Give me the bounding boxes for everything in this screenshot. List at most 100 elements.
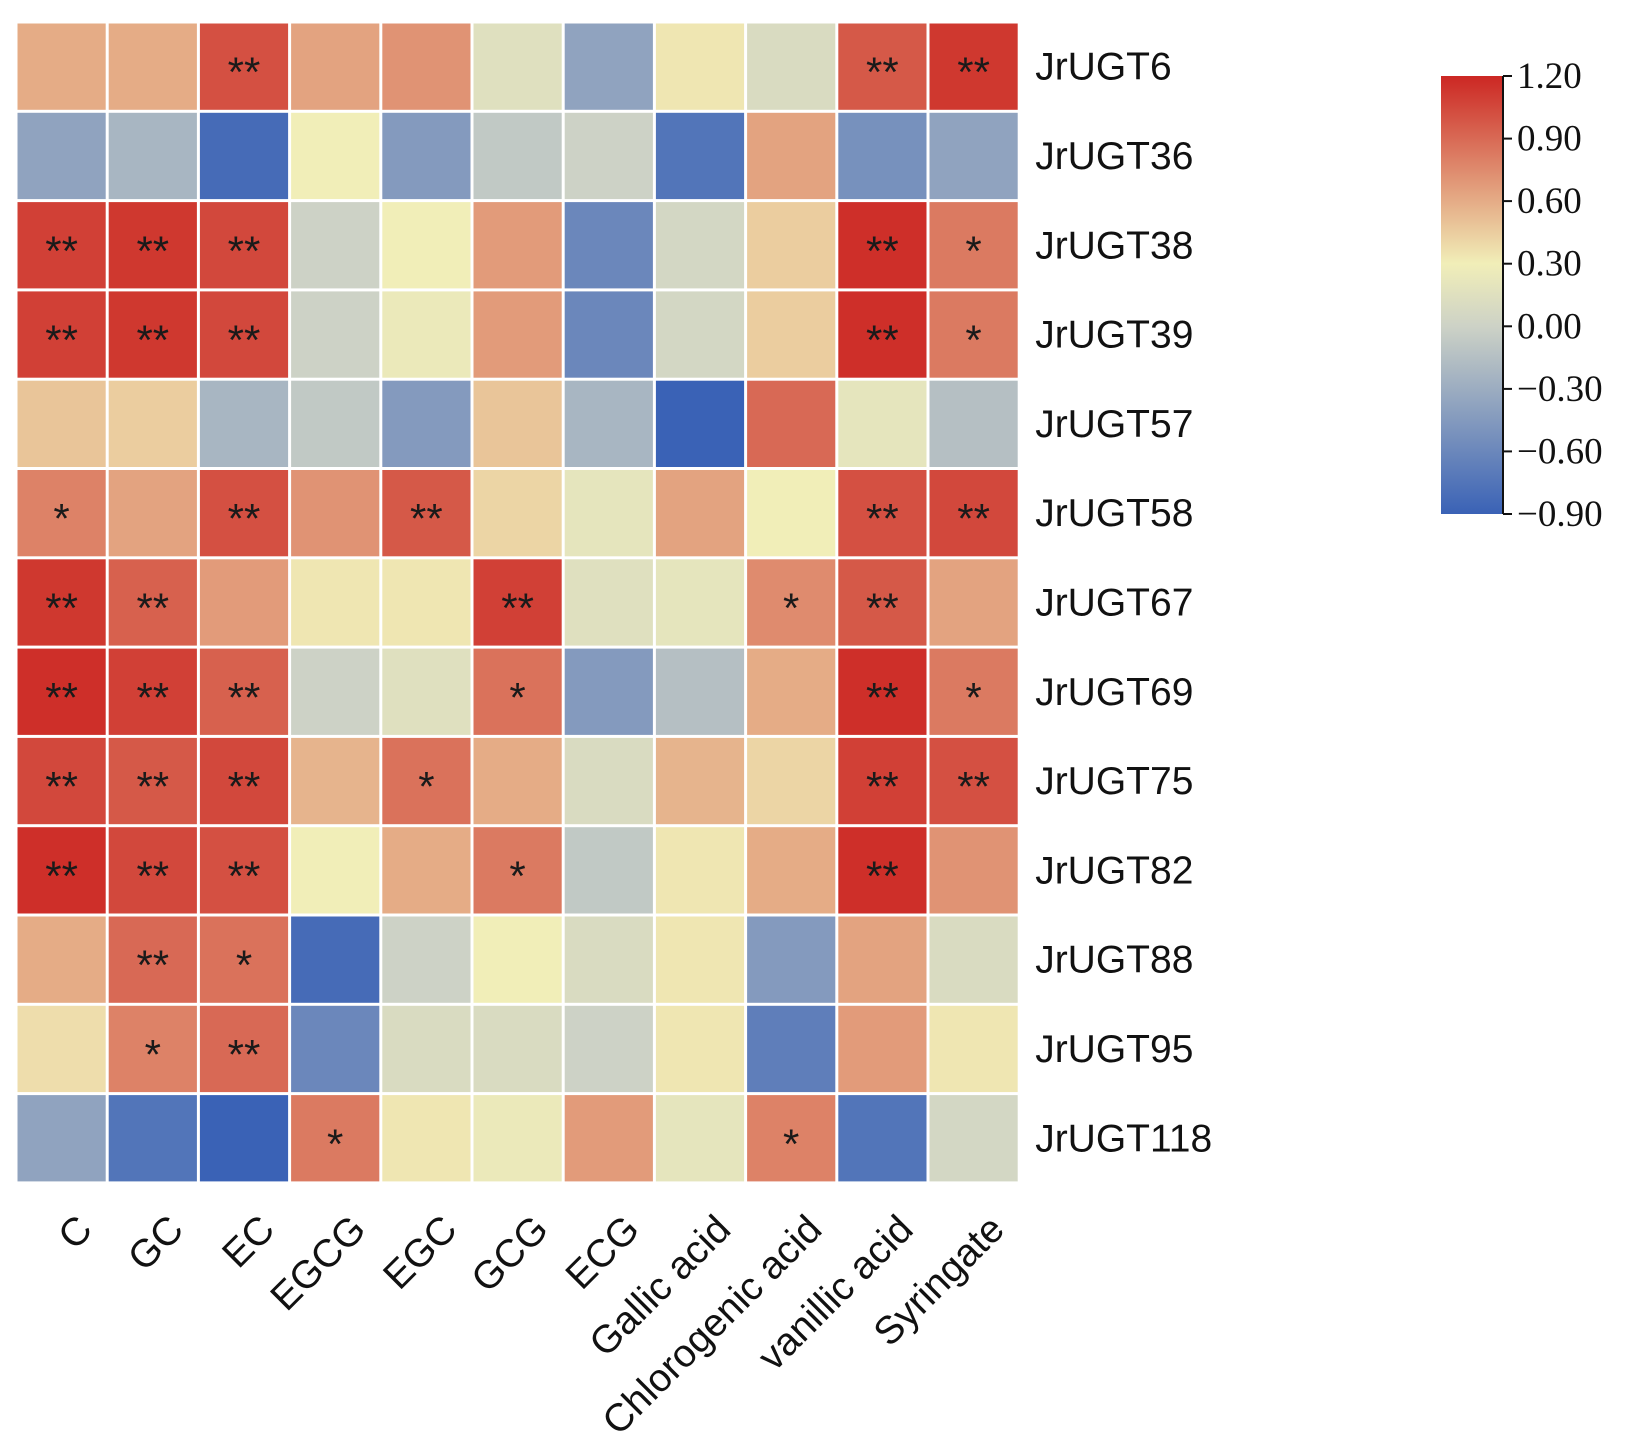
cell-jrugt57-gc: [108, 380, 197, 467]
significance-jrugt95-gc: *: [145, 1031, 161, 1078]
cell-jrugt118-egcg: [291, 1095, 380, 1182]
significance-jrugt69-ec: **: [228, 674, 261, 721]
significance-jrugt82-gcg: *: [509, 852, 525, 899]
row-label-jrugt6: JrUGT6: [1035, 46, 1172, 89]
significance-jrugt67-c: **: [45, 584, 78, 631]
cell-jrugt67-egc: [382, 559, 471, 646]
cell-jrugt67-gc: [108, 559, 197, 646]
cell-jrugt36-egc: [382, 112, 471, 200]
colorbar-tick-label-2: 0.60: [1517, 181, 1582, 222]
significance-jrugt118-egcg: *: [327, 1120, 343, 1167]
cell-jrugt75-gallic-acid: [655, 737, 745, 825]
cell-jrugt57-chlorogenic-acid: [747, 380, 836, 467]
cell-jrugt67-gallic-acid: [655, 559, 745, 646]
colorbar-ticks: 1.20 0.90 0.60 0.30 0.00 −0.30 −0.60 −0.90: [1503, 56, 1603, 535]
cell-jrugt39-syringate: [929, 291, 1018, 378]
cell-jrugt82-vanillic-acid: [838, 827, 927, 914]
cell-jrugt118-ecg: [564, 1095, 653, 1182]
cell-jrugt118-c: [17, 1095, 106, 1182]
cell-jrugt38-vanillic-acid: [838, 202, 927, 289]
cell-jrugt95-gc: [108, 1005, 197, 1093]
cell-jrugt118-gallic-acid: [655, 1095, 745, 1182]
cell-jrugt57-syringate: [929, 380, 1018, 467]
cell-jrugt39-ecg: [564, 291, 653, 378]
cell-jrugt39-egc: [382, 291, 471, 378]
cell-jrugt95-syringate: [929, 1005, 1018, 1093]
cell-jrugt57-gallic-acid: [655, 380, 745, 467]
significance-jrugt39-gc: **: [136, 317, 169, 364]
significance-jrugt58-c: *: [53, 495, 69, 542]
significance-jrugt58-ec: **: [228, 495, 261, 542]
cell-jrugt95-gallic-acid: [655, 1005, 745, 1093]
cell-jrugt58-syringate: [929, 470, 1018, 557]
cell-jrugt36-egcg: [291, 112, 380, 200]
cell-jrugt6-egc: [382, 23, 471, 110]
colorbar: 1.20 0.90 0.60 0.30 0.00 −0.30 −0.60 −0.90: [1441, 56, 1603, 535]
cell-jrugt88-egcg: [291, 916, 380, 1003]
significance-jrugt75-egc: *: [418, 763, 434, 810]
significance-jrugt82-gc: **: [136, 852, 169, 899]
cell-jrugt69-vanillic-acid: [838, 648, 927, 735]
cell-jrugt36-syringate: [929, 112, 1018, 200]
row-label-jrugt88: JrUGT88: [1035, 939, 1193, 982]
cell-jrugt82-egcg: [291, 827, 380, 914]
cell-jrugt67-egcg: [291, 559, 380, 646]
cell-jrugt95-egc: [382, 1005, 471, 1093]
cell-jrugt38-gc: [108, 202, 197, 289]
cell-jrugt57-c: [17, 380, 106, 467]
cell-jrugt67-vanillic-acid: [838, 559, 927, 646]
significance-jrugt82-ec: **: [228, 852, 261, 899]
significance-markers: ** ** **** ** ** ** *** ** ** ** ** ** ** ** **** ** ** *…: [45, 49, 990, 1168]
cell-jrugt38-gcg: [473, 202, 562, 289]
cell-jrugt75-egcg: [291, 737, 380, 825]
cell-jrugt57-egcg: [291, 380, 380, 467]
cell-jrugt57-egc: [382, 380, 471, 467]
cell-jrugt88-syringate: [929, 916, 1018, 1003]
cell-jrugt88-ec: [199, 916, 289, 1003]
cell-jrugt36-gcg: [473, 112, 562, 200]
cell-jrugt88-egc: [382, 916, 471, 1003]
significance-jrugt38-syringate: *: [965, 227, 981, 274]
heatmap-cells: [17, 23, 1018, 1182]
row-label-jrugt36: JrUGT36: [1035, 135, 1193, 178]
cell-jrugt82-c: [17, 827, 106, 914]
cell-jrugt118-chlorogenic-acid: [747, 1095, 836, 1182]
significance-jrugt67-vanillic-acid: **: [866, 584, 899, 631]
significance-jrugt95-ec: **: [228, 1031, 261, 1078]
significance-jrugt39-ec: **: [228, 317, 261, 364]
significance-jrugt88-ec: *: [236, 942, 252, 989]
cell-jrugt36-c: [17, 112, 106, 200]
cell-jrugt95-ec: [199, 1005, 289, 1093]
cell-jrugt88-gcg: [473, 916, 562, 1003]
cell-jrugt95-c: [17, 1005, 106, 1093]
significance-jrugt6-ec: **: [228, 49, 261, 96]
cell-jrugt75-ec: [199, 737, 289, 825]
cell-jrugt39-gallic-acid: [655, 291, 745, 378]
cell-jrugt88-chlorogenic-acid: [747, 916, 836, 1003]
row-labels: JrUGT6 JrUGT36 JrUGT38 JrUGT39 JrUGT57 JrUGT5…: [1035, 46, 1212, 1161]
significance-jrugt58-syringate: **: [957, 495, 990, 542]
significance-jrugt75-c: **: [45, 763, 78, 810]
cell-jrugt57-ec: [199, 380, 289, 467]
cell-jrugt6-syringate: [929, 23, 1018, 110]
cell-jrugt69-ec: [199, 648, 289, 735]
colorbar-tick-label-1: 0.90: [1517, 119, 1582, 160]
cell-jrugt75-ecg: [564, 737, 653, 825]
cell-jrugt38-gallic-acid: [655, 202, 745, 289]
significance-jrugt58-egc: **: [410, 495, 443, 542]
cell-jrugt58-ecg: [564, 470, 653, 557]
cell-jrugt6-vanillic-acid: [838, 23, 927, 110]
colorbar-tick-label-5: −0.30: [1517, 369, 1603, 410]
significance-jrugt6-syringate: **: [957, 49, 990, 96]
cell-jrugt88-gc: [108, 916, 197, 1003]
cell-jrugt75-gcg: [473, 737, 562, 825]
cell-jrugt39-gc: [108, 291, 197, 378]
cell-jrugt58-ec: [199, 470, 289, 557]
cell-jrugt67-ec: [199, 559, 289, 646]
row-label-jrugt67: JrUGT67: [1035, 581, 1193, 624]
cell-jrugt69-egcg: [291, 648, 380, 735]
colorbar-tick-label-7: −0.90: [1517, 494, 1603, 535]
cell-jrugt67-syringate: [929, 559, 1018, 646]
cell-jrugt6-egcg: [291, 23, 380, 110]
